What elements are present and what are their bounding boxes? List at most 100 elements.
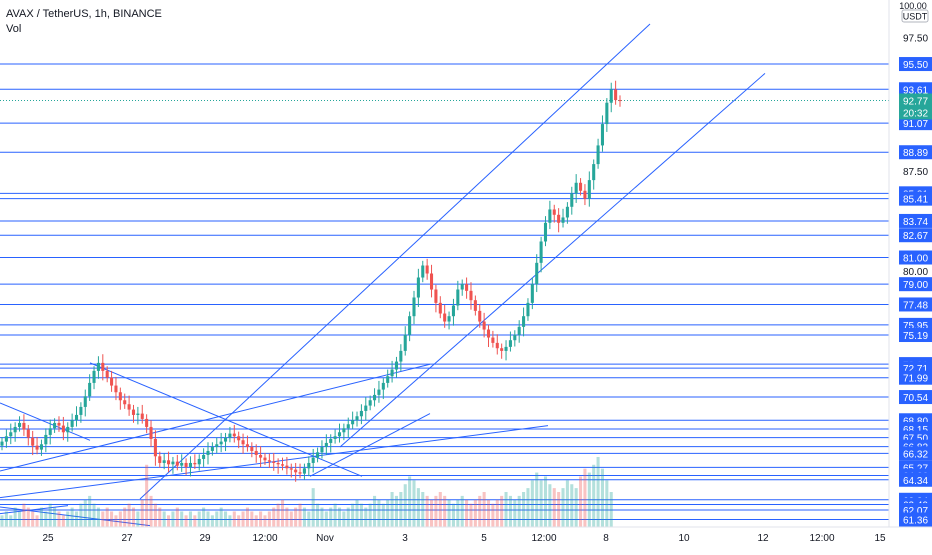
candle[interactable] (451, 298, 455, 326)
candle[interactable] (513, 330, 517, 347)
candle[interactable] (35, 436, 39, 455)
candle[interactable] (39, 439, 43, 456)
candle[interactable] (26, 424, 30, 446)
candle[interactable] (228, 426, 232, 443)
candle[interactable] (574, 174, 578, 203)
candle[interactable] (4, 429, 8, 448)
candle[interactable] (570, 186, 574, 215)
candle[interactable] (473, 295, 477, 316)
candle[interactable] (110, 370, 114, 392)
candle[interactable] (390, 360, 394, 383)
candle[interactable] (83, 389, 87, 417)
candle[interactable] (31, 430, 35, 456)
candle[interactable] (425, 258, 429, 280)
candle[interactable] (101, 354, 105, 381)
candle[interactable] (307, 456, 311, 477)
candle[interactable] (535, 254, 539, 293)
candle[interactable] (421, 260, 425, 283)
candle[interactable] (324, 434, 328, 455)
candle[interactable] (202, 448, 206, 467)
candle[interactable] (162, 453, 166, 470)
candle[interactable] (587, 171, 591, 207)
candle[interactable] (206, 442, 210, 465)
candle[interactable] (381, 378, 385, 400)
trend-line[interactable] (139, 23, 651, 500)
candle[interactable] (0, 436, 4, 451)
candle[interactable] (517, 320, 521, 343)
candle[interactable] (311, 448, 315, 473)
candle[interactable] (504, 340, 508, 361)
candle[interactable] (136, 406, 140, 425)
candle[interactable] (500, 343, 504, 359)
candle[interactable] (565, 202, 569, 224)
candle[interactable] (609, 82, 613, 113)
candle[interactable] (342, 423, 346, 441)
candle[interactable] (197, 454, 201, 471)
candle[interactable] (465, 277, 469, 299)
trend-line[interactable] (309, 413, 431, 477)
candle[interactable] (522, 307, 526, 337)
candle[interactable] (250, 442, 254, 458)
candle[interactable] (188, 456, 193, 477)
candle[interactable] (70, 413, 74, 432)
trend-line[interactable] (339, 73, 766, 448)
candle[interactable] (118, 387, 122, 410)
candle[interactable] (215, 437, 219, 454)
candle[interactable] (88, 374, 92, 401)
candle[interactable] (368, 395, 372, 411)
candle[interactable] (149, 420, 153, 447)
candle[interactable] (460, 279, 464, 296)
candle[interactable] (232, 424, 236, 443)
candle[interactable] (96, 356, 100, 379)
candle[interactable] (438, 296, 442, 319)
candle[interactable] (394, 356, 399, 378)
candle[interactable] (495, 334, 499, 355)
candle[interactable] (351, 411, 355, 429)
candle[interactable] (53, 418, 57, 433)
candle[interactable] (9, 423, 13, 445)
candle[interactable] (491, 330, 495, 348)
candle[interactable] (403, 326, 407, 356)
candle[interactable] (302, 463, 306, 480)
candle[interactable] (618, 95, 622, 107)
candle[interactable] (289, 463, 293, 478)
candle[interactable] (267, 453, 271, 468)
candle[interactable] (175, 454, 179, 471)
candle[interactable] (74, 406, 79, 427)
candle[interactable] (245, 435, 249, 452)
candle[interactable] (548, 200, 552, 230)
candle[interactable] (329, 434, 333, 453)
candle[interactable] (346, 417, 350, 438)
candle[interactable] (355, 411, 359, 427)
candle[interactable] (61, 416, 65, 441)
candle[interactable] (285, 456, 289, 475)
candle[interactable] (167, 451, 171, 473)
candle[interactable] (557, 208, 561, 233)
candle[interactable] (114, 376, 118, 401)
candle[interactable] (280, 457, 285, 471)
candle[interactable] (429, 264, 434, 298)
candle[interactable] (614, 80, 618, 105)
candle[interactable] (171, 456, 175, 474)
candle[interactable] (443, 304, 447, 328)
candle[interactable] (596, 138, 600, 169)
trend-line[interactable] (89, 362, 363, 477)
candle[interactable] (605, 98, 609, 132)
candle[interactable] (298, 463, 302, 479)
candle[interactable] (22, 414, 26, 436)
candle[interactable] (486, 324, 491, 348)
candle[interactable] (57, 416, 61, 432)
candle[interactable] (180, 454, 184, 472)
candle[interactable] (153, 430, 157, 466)
candle[interactable] (373, 388, 377, 407)
candle[interactable] (386, 369, 390, 388)
candle[interactable] (539, 236, 543, 273)
candle[interactable] (482, 312, 486, 338)
candle[interactable] (583, 184, 587, 206)
candle[interactable] (193, 454, 197, 469)
candle[interactable] (184, 458, 188, 475)
trend-line[interactable] (0, 505, 69, 515)
candle[interactable] (469, 282, 473, 310)
candle[interactable] (140, 404, 144, 424)
